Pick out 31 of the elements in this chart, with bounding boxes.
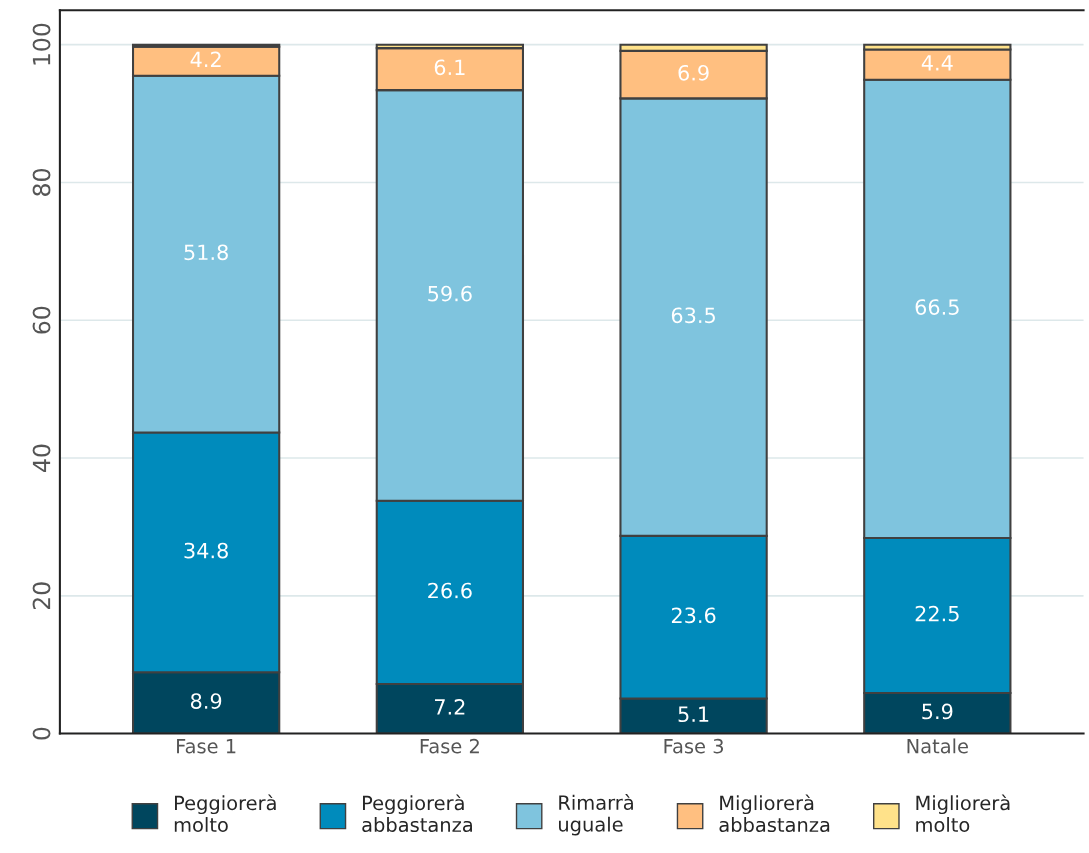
data-label: 6.9: [678, 64, 709, 81]
x-tick-label: Fase 2: [420, 738, 479, 754]
legend-label: Peggiorerà abbastanza: [362, 794, 472, 833]
x-tick-label: Fase 3: [664, 738, 724, 754]
data-label: 23.6: [671, 607, 716, 624]
data-label: 59.6: [428, 285, 472, 302]
legend-label: Rimarrà uguale: [559, 794, 633, 836]
y-tick-label: 80: [32, 169, 51, 196]
data-label: 66.5: [915, 299, 959, 315]
y-tick-label: 20: [32, 582, 51, 610]
data-label: 63.5: [671, 307, 715, 324]
y-tick-label: 0: [32, 727, 51, 740]
y-tick-label: 40: [32, 444, 51, 472]
legend-label: Migliorerà abbastanza: [719, 794, 830, 833]
data-label: 4.2: [190, 51, 221, 67]
data-label: 5.1: [678, 706, 709, 723]
data-label: 4.4: [921, 55, 953, 71]
data-label: 8.9: [190, 693, 222, 709]
data-label: 7.2: [435, 699, 465, 715]
data-label: 34.8: [184, 542, 228, 559]
legend-label: Peggiorerà molto: [174, 794, 276, 833]
y-tick-label: 100: [32, 23, 51, 65]
data-label: 6.1: [434, 59, 465, 76]
data-label: 5.9: [922, 703, 953, 720]
x-tick-label: Fase 1: [177, 739, 236, 754]
data-label: 26.6: [428, 582, 472, 599]
x-tick-label: Natale: [907, 738, 968, 754]
data-label: 51.8: [184, 244, 228, 261]
legend-label: Migliorerà molto: [916, 794, 1010, 833]
data-label: 22.5: [915, 605, 959, 622]
y-tick-label: 60: [32, 306, 51, 334]
